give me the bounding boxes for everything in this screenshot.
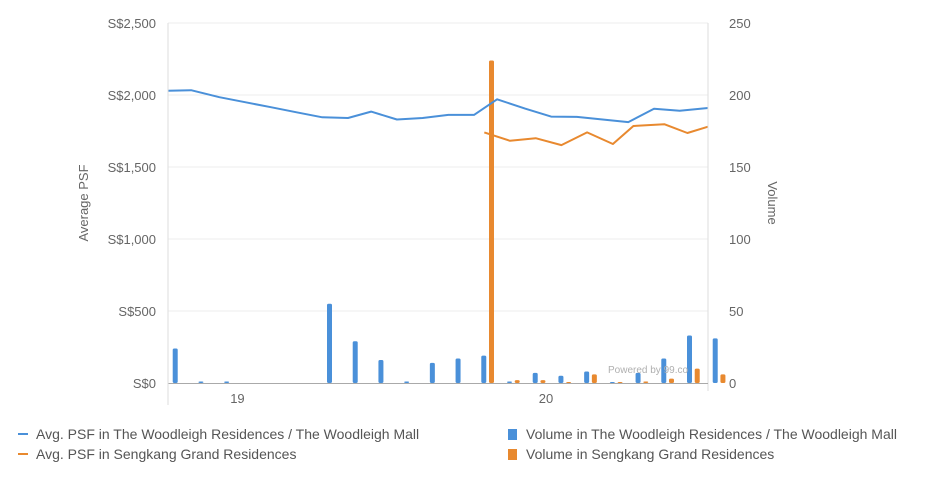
- y-right-tick-label: 250: [729, 16, 751, 31]
- x-tick-label: 19: [230, 391, 244, 406]
- y-right-tick-label: 200: [729, 88, 751, 103]
- y-right-tick-label: 100: [729, 232, 751, 247]
- watermark: Powered by 99.co: [608, 365, 688, 376]
- legend-line-swatch: [18, 433, 28, 435]
- volume-bar[interactable]: [643, 381, 649, 383]
- volume-bar[interactable]: [327, 303, 332, 383]
- legend-square-swatch: [508, 448, 517, 460]
- axes: S$0 S$500 S$1,000 S$1,500 S$2,000 S$2,500 0 50 1…: [108, 16, 751, 406]
- legend-square-swatch: [508, 428, 517, 440]
- volume-bar[interactable]: [352, 341, 358, 383]
- legend-label: Volume in Sengkang Grand Residences: [526, 446, 775, 462]
- legend-line-swatch: [18, 453, 28, 455]
- y-left-tick-label: S$0: [133, 376, 156, 391]
- x-tick-label: 20: [539, 391, 553, 406]
- volume-bar[interactable]: [481, 355, 487, 383]
- volume-bar[interactable]: [514, 380, 520, 383]
- volume-bar[interactable]: [507, 381, 512, 383]
- legend-item-sengkang-psf[interactable]: Avg. PSF in Sengkang Grand Residences: [18, 446, 296, 462]
- volume-bar[interactable]: [532, 372, 538, 383]
- volume-bar[interactable]: [489, 60, 494, 383]
- legend-item-woodleigh-volume[interactable]: Volume in The Woodleigh Residences / The…: [508, 426, 897, 442]
- psf-line[interactable]: [167, 89, 709, 124]
- legend-label: Avg. PSF in Sengkang Grand Residences: [36, 446, 297, 462]
- legend-label: Avg. PSF in The Woodleigh Residences / T…: [36, 426, 420, 442]
- volume-bar[interactable]: [429, 362, 435, 383]
- volume-bar[interactable]: [455, 358, 461, 383]
- volume-bar[interactable]: [378, 359, 384, 383]
- y-right-tick-label: 0: [729, 376, 736, 391]
- legend-item-sengkang-volume[interactable]: Volume in Sengkang Grand Residences: [508, 446, 774, 462]
- y-left-tick-label: S$500: [118, 304, 156, 319]
- psf-line[interactable]: [483, 123, 709, 147]
- volume-bar[interactable]: [224, 381, 230, 383]
- volume-bar[interactable]: [712, 338, 718, 383]
- chart: S$0 S$500 S$1,000 S$1,500 S$2,000 S$2,500 0 50 1…: [76, 16, 780, 406]
- lines: [167, 89, 709, 147]
- y-left-tick-label: S$2,000: [108, 88, 156, 103]
- y-right-tick-label: 150: [729, 160, 751, 175]
- volume-bar[interactable]: [566, 382, 572, 383]
- volume-bar[interactable]: [591, 374, 597, 383]
- volume-bar[interactable]: [172, 348, 178, 383]
- legend: Avg. PSF in The Woodleigh Residences / T…: [18, 426, 918, 470]
- volume-bar[interactable]: [687, 335, 692, 383]
- volume-bar[interactable]: [558, 375, 564, 383]
- volume-bar[interactable]: [661, 358, 667, 383]
- y-left-tick-label: S$1,500: [108, 160, 156, 175]
- y-left-tick-label: S$1,000: [108, 232, 156, 247]
- volume-bar[interactable]: [694, 368, 700, 383]
- y-axis-left-title: Average PSF: [76, 164, 91, 241]
- y-left-tick-label: S$2,500: [108, 16, 156, 31]
- volume-bar[interactable]: [720, 374, 726, 383]
- bars: [172, 60, 726, 383]
- volume-bar[interactable]: [540, 380, 546, 383]
- volume-bar[interactable]: [617, 382, 623, 383]
- volume-bar[interactable]: [609, 382, 615, 383]
- volume-bar[interactable]: [404, 381, 410, 383]
- volume-bar[interactable]: [198, 381, 204, 383]
- legend-item-woodleigh-psf[interactable]: Avg. PSF in The Woodleigh Residences / T…: [18, 426, 419, 442]
- volume-bar[interactable]: [635, 372, 641, 383]
- grid: [168, 22, 708, 312]
- volume-bar[interactable]: [669, 378, 674, 383]
- y-axis-right-title: Volume: [765, 181, 780, 224]
- volume-bar[interactable]: [584, 371, 590, 383]
- y-right-tick-label: 50: [729, 304, 743, 319]
- legend-label: Volume in The Woodleigh Residences / The…: [526, 426, 897, 442]
